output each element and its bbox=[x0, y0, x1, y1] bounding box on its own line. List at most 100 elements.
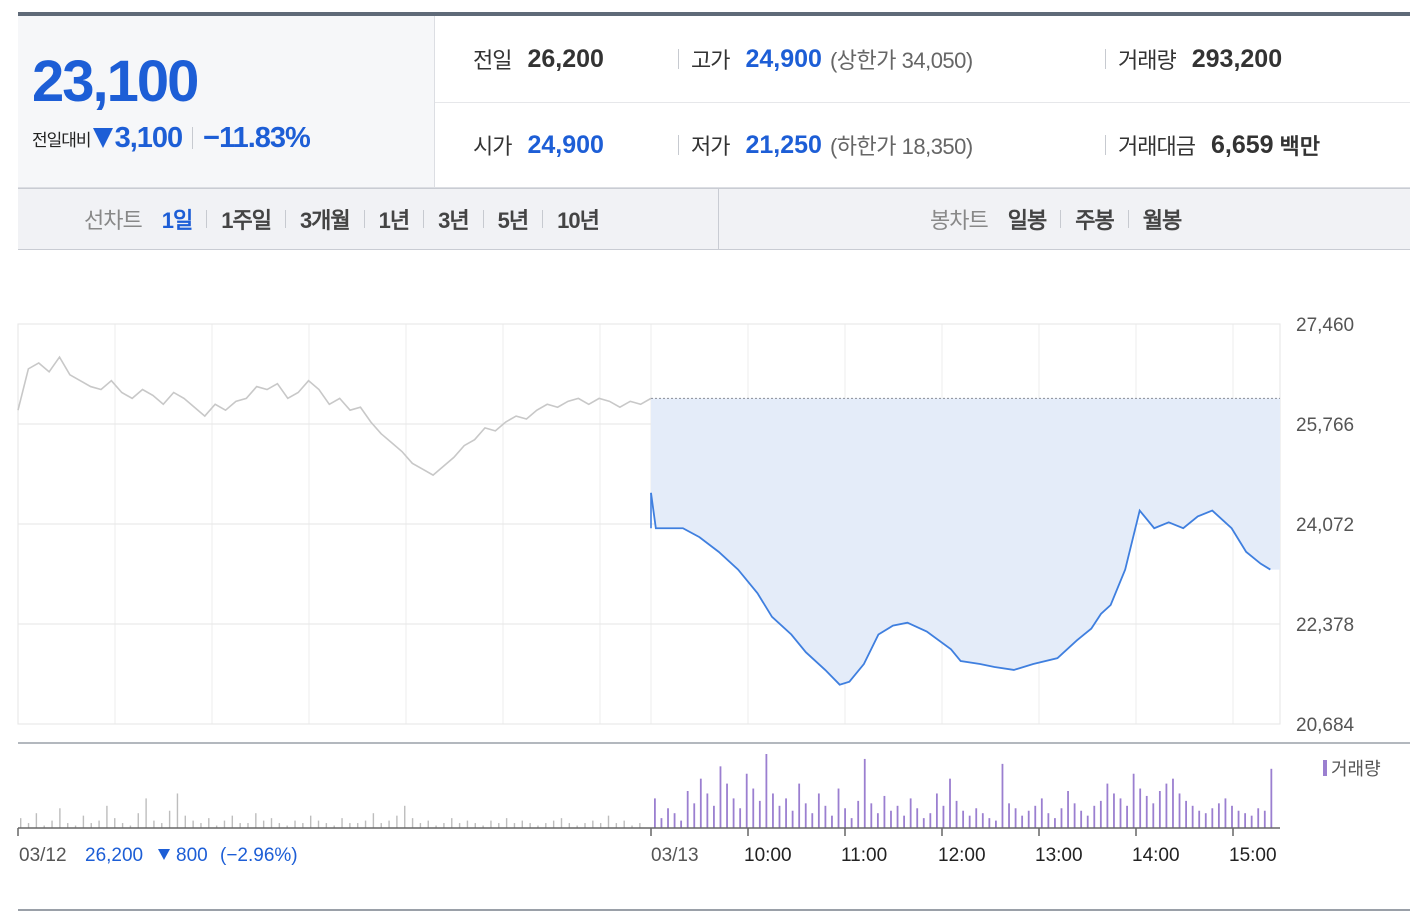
volume-legend-swatch bbox=[1323, 760, 1327, 776]
prev-day-down-icon bbox=[158, 849, 170, 860]
tab-monthly-candle[interactable]: 월봉 bbox=[1142, 208, 1182, 233]
volume-bar-prev bbox=[176, 793, 179, 828]
volume-bar-today bbox=[1145, 795, 1148, 828]
volume-bar-prev bbox=[255, 813, 257, 828]
volume-bar-today bbox=[719, 766, 722, 828]
volume-bar-prev bbox=[341, 818, 343, 828]
volume-bar-today bbox=[1198, 810, 1201, 828]
volume-bar-prev bbox=[576, 825, 578, 828]
bottom-border bbox=[18, 909, 1410, 911]
separator bbox=[678, 49, 679, 69]
x-tick-label: 12:00 bbox=[938, 845, 986, 866]
volume-bar-prev bbox=[568, 823, 571, 828]
volume-bar-prev bbox=[184, 815, 186, 828]
volume-bar-prev bbox=[294, 820, 296, 828]
low-value: 21,250 bbox=[745, 130, 822, 159]
volume-bar-today bbox=[916, 808, 919, 828]
volume-bar-prev bbox=[59, 808, 61, 828]
tab-divider bbox=[718, 189, 719, 249]
volume-bar-prev bbox=[537, 825, 539, 828]
high-value: 24,900 bbox=[745, 44, 822, 73]
open-label: 시가 bbox=[473, 134, 512, 159]
volume-bar-today bbox=[1211, 808, 1214, 828]
trade-value-label: 거래대금 bbox=[1118, 134, 1196, 159]
prev-day-price-line bbox=[17, 355, 652, 477]
volume-bar-today bbox=[1132, 773, 1135, 828]
volume-bar-today bbox=[739, 808, 742, 828]
line-chart-tabs: 선차트 1일 1주일 3개월 1년 3년 5년 10년 bbox=[84, 189, 600, 249]
open-cell: 시가 24,900 bbox=[473, 102, 604, 188]
volume-bar-today bbox=[909, 798, 912, 828]
volume-bar-today bbox=[673, 813, 676, 828]
volume-bar-prev bbox=[443, 823, 445, 828]
volume-bar-prev bbox=[137, 813, 139, 828]
volume-bar-today bbox=[837, 788, 840, 828]
volume-bar-prev bbox=[466, 820, 469, 828]
volume-value: 293,200 bbox=[1191, 44, 1283, 73]
x-tick-label-prev-date: 03/12 bbox=[19, 845, 67, 866]
volume-bar-today bbox=[1119, 798, 1122, 828]
line-chart-label: 선차트 bbox=[84, 208, 143, 233]
volume-bar-today bbox=[863, 758, 866, 828]
volume-bar-prev bbox=[521, 820, 523, 828]
volume-bar-prev bbox=[82, 815, 85, 828]
candle-chart-label: 봉차트 bbox=[930, 208, 989, 233]
volume-bar-today bbox=[942, 805, 945, 828]
volume-bar-prev bbox=[192, 820, 194, 828]
volume-bar-prev bbox=[67, 823, 69, 828]
volume-bar-prev bbox=[552, 820, 555, 828]
volume-bar-today bbox=[1139, 788, 1142, 828]
tab-1week[interactable]: 1주일 bbox=[221, 208, 272, 233]
volume-bar-today bbox=[1270, 768, 1273, 828]
tab-weekly-candle[interactable]: 주봉 bbox=[1075, 208, 1114, 233]
volume-bar-prev bbox=[325, 823, 328, 828]
volume-bar-prev bbox=[121, 823, 124, 828]
volume-bar-today bbox=[962, 810, 965, 828]
x-tick-label-today-date: 03/13 bbox=[651, 845, 699, 866]
volume-bar-prev bbox=[631, 825, 633, 828]
volume-bar-today bbox=[1008, 803, 1010, 828]
volume-bar-prev bbox=[513, 823, 516, 828]
volume-bar-today bbox=[1067, 791, 1069, 828]
volume-bar-prev bbox=[505, 818, 508, 828]
y-tick-label: 24,072 bbox=[1296, 515, 1354, 536]
volume-bar-today bbox=[1054, 818, 1056, 828]
x-tick-label: 13:00 bbox=[1035, 845, 1083, 866]
quote-info: 전일 26,200 고가 24,900 (상한가 34,050) 거래량 293… bbox=[435, 16, 1410, 188]
tab-3months[interactable]: 3개월 bbox=[299, 208, 351, 233]
stock-summary: 23,100 전일대비 3,100 −11.83% 전일 26,200 고가 2… bbox=[18, 16, 1410, 188]
volume-bar-today bbox=[831, 815, 833, 828]
volume-bar-prev bbox=[161, 823, 163, 828]
volume-bar-prev bbox=[98, 820, 100, 828]
volume-bar-today bbox=[1158, 791, 1161, 828]
volume-bar-prev bbox=[435, 825, 437, 828]
volume-bar-prev bbox=[106, 805, 108, 828]
tab-1day[interactable]: 1일 bbox=[161, 208, 194, 233]
price-area-fill bbox=[651, 398, 1280, 685]
volume-bar-today bbox=[1231, 805, 1233, 828]
tab-10years[interactable]: 10년 bbox=[557, 208, 600, 233]
tab-3years[interactable]: 3년 bbox=[438, 208, 470, 233]
volume-bar-today bbox=[791, 810, 794, 828]
y-tick-label: 25,766 bbox=[1296, 415, 1354, 436]
volume-label: 거래량 bbox=[1118, 48, 1177, 73]
volume-bar-today bbox=[1073, 803, 1076, 828]
volume-bar-prev bbox=[427, 820, 429, 828]
volume-bar-today bbox=[1021, 815, 1024, 828]
volume-bar-today bbox=[870, 803, 873, 828]
volume-bar-today bbox=[857, 800, 860, 828]
separator bbox=[678, 135, 679, 155]
tab-5years[interactable]: 5년 bbox=[497, 208, 530, 233]
tab-daily-candle[interactable]: 일봉 bbox=[1007, 208, 1047, 233]
volume-bar-today bbox=[1217, 803, 1220, 828]
volume-bar-today bbox=[660, 818, 663, 828]
volume-bar-prev bbox=[357, 823, 359, 828]
change-percent: −11.83% bbox=[203, 121, 311, 154]
volume-bar-today bbox=[811, 813, 814, 828]
volume-bar-prev bbox=[380, 823, 382, 828]
volume-bar-today bbox=[876, 813, 879, 828]
volume-bar-prev bbox=[278, 823, 281, 828]
volume-bar-prev bbox=[114, 818, 116, 828]
volume-bar-prev bbox=[90, 823, 92, 828]
tab-1year[interactable]: 1년 bbox=[378, 208, 411, 233]
